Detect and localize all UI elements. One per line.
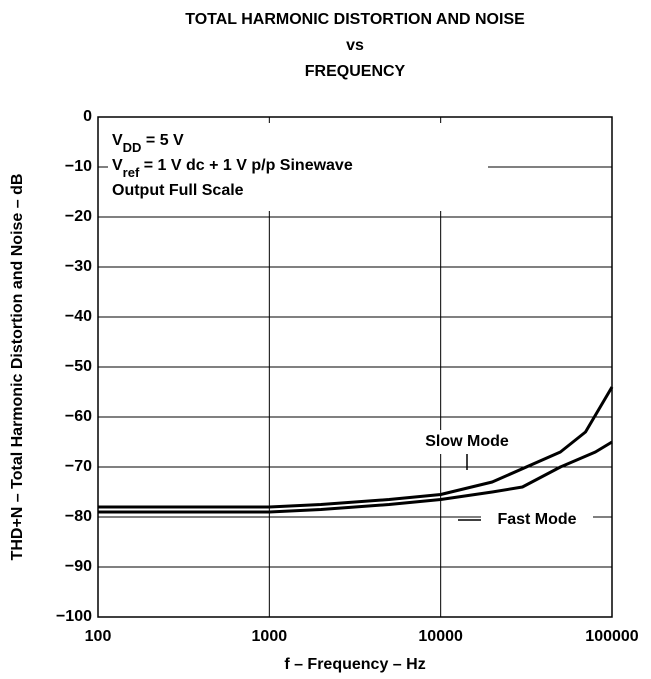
y-tick-label: −70 (65, 458, 92, 475)
legend-label: Fast Mode (497, 511, 576, 528)
annotation-background (108, 123, 488, 211)
annotation-part: V (112, 132, 123, 149)
y-tick-label: −80 (65, 508, 92, 525)
chart-title: FREQUENCY (305, 63, 406, 80)
y-tick-label: −20 (65, 208, 92, 225)
line (98, 386, 614, 509)
annotation-part: = 1 V dc + 1 V p/p Sinewave (139, 157, 353, 174)
chart-title: vs (346, 37, 364, 54)
y-tick-label: −100 (56, 608, 92, 625)
y-tick-label: −90 (65, 558, 92, 575)
x-axis-label: f – Frequency – Hz (284, 656, 425, 673)
x-tick-label: 10000 (418, 628, 463, 645)
annotation-part: DD (123, 140, 142, 155)
chart-title: TOTAL HARMONIC DISTORTION AND NOISE (185, 11, 525, 28)
annotation-part: V (112, 157, 123, 174)
annotation-part: ref (123, 165, 140, 180)
legend-background (481, 508, 593, 532)
y-tick-label: −50 (65, 358, 92, 375)
x-tick-label: 1000 (252, 628, 288, 645)
annotation: VDD = 5 V (112, 132, 184, 155)
plot-frame (97, 116, 613, 618)
annotation-part: Output Full Scale (112, 182, 244, 199)
x-tick-label: 100 (85, 628, 112, 645)
y-tick-label: −40 (65, 308, 92, 325)
y-tick-label: −10 (65, 158, 92, 175)
legend-background (409, 430, 525, 454)
y-tick-label: −30 (65, 258, 92, 275)
y-tick-label: −60 (65, 408, 92, 425)
annotation: Vref = 1 V dc + 1 V p/p Sinewave (112, 157, 353, 180)
line (98, 440, 613, 514)
annotation-part: = 5 V (141, 132, 184, 149)
y-axis-label: THD+N – Total Harmonic Distortion and No… (9, 174, 26, 561)
y-tick-label: 0 (83, 108, 92, 125)
x-tick-label: 100000 (585, 628, 638, 645)
annotation: Output Full Scale (112, 182, 244, 199)
legend-label: Slow Mode (425, 433, 509, 450)
